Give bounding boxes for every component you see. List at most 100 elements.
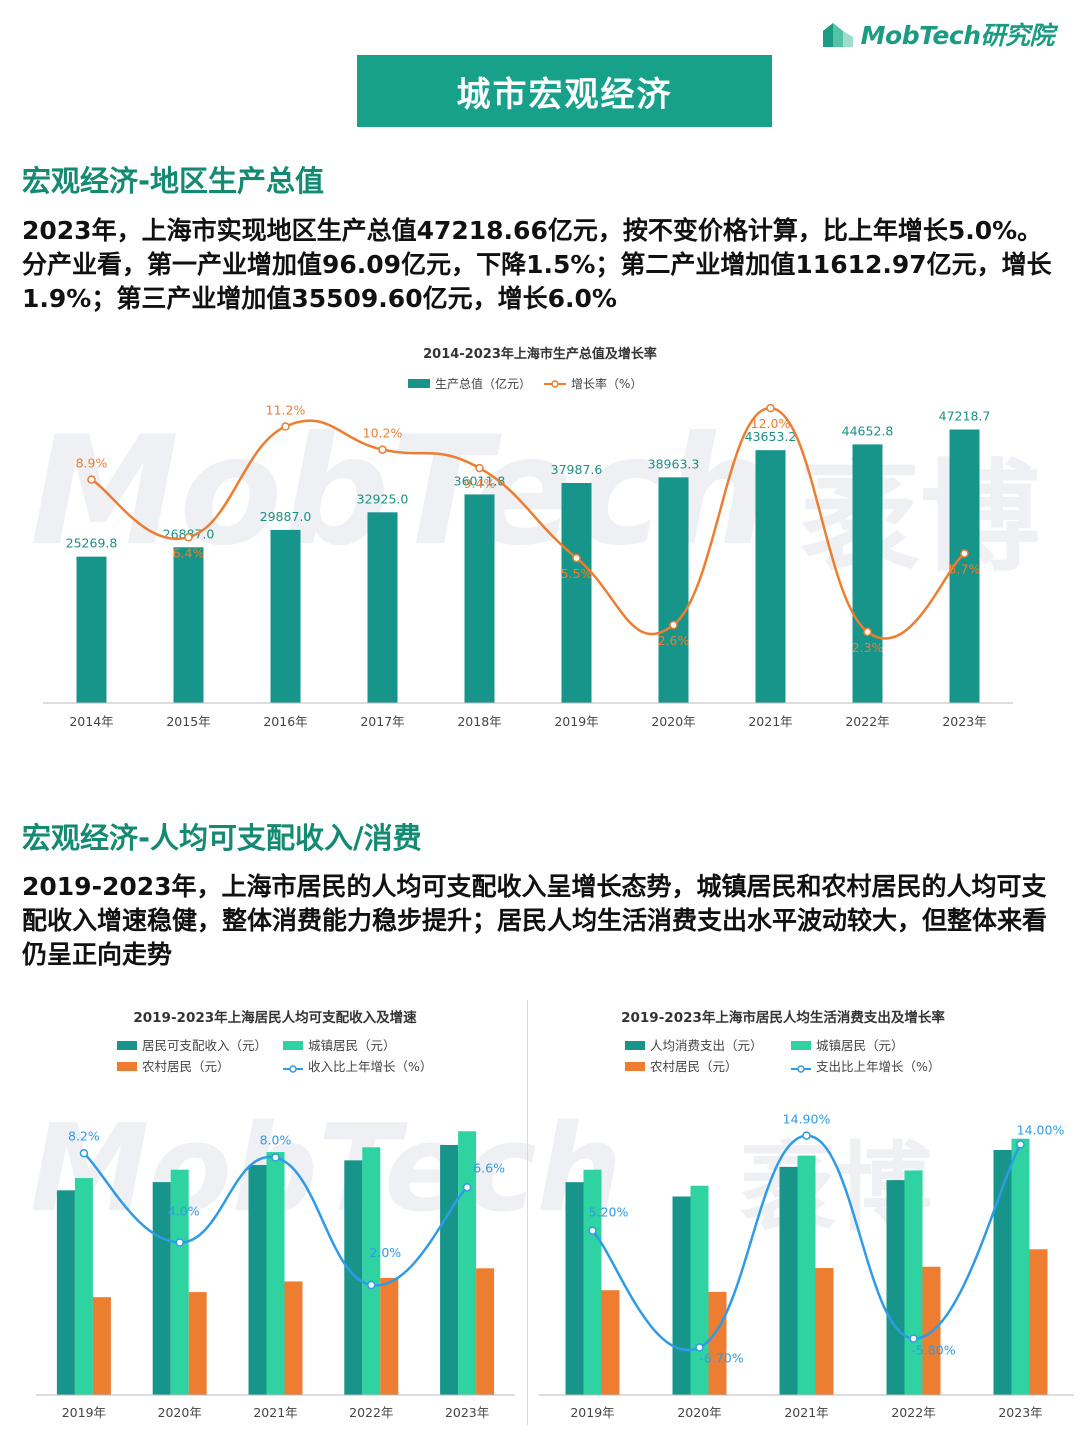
chart2-bar-s0-3 — [344, 1160, 363, 1395]
chart1-x-tick-5: 2019年 — [554, 714, 598, 729]
chart1-growth-label-9: 5.7% — [949, 561, 981, 576]
chart3-x-tick-3: 2022年 — [891, 1405, 935, 1420]
chart3-legend-label-1: 城镇居民（元） — [816, 1038, 904, 1053]
chart1-growth-line — [90, 406, 966, 640]
chart3-legend-line-marker — [797, 1065, 805, 1073]
chart3-x-tick-0: 2019年 — [570, 1405, 614, 1420]
chart2-bar-s1-4 — [458, 1131, 477, 1395]
chart3-bar-s0-2 — [779, 1166, 798, 1395]
chart2-bar-s2-2 — [284, 1281, 303, 1395]
chart2-x-tick-0: 2019年 — [62, 1405, 106, 1420]
chart1-growth-label-5: 5.5% — [561, 566, 593, 581]
chart2-growth-label-2: 8.0% — [260, 1133, 292, 1148]
section1-title: 宏观经济-地区生产总值 — [22, 164, 325, 198]
section1-paragraph: 2023年，上海市实现地区生产总值47218.66亿元，按不变价格计算，比上年增… — [22, 216, 1052, 313]
chart3-bar-s2-1 — [708, 1291, 727, 1395]
chart2-growth-label-0: 8.2% — [68, 1128, 100, 1143]
chart1-growth-label-0: 8.9% — [76, 456, 108, 471]
chart1-legend-bar-swatch — [408, 379, 430, 388]
chart1-bar-2 — [270, 529, 301, 703]
chart2-legend-swatch-2 — [117, 1062, 137, 1071]
page-banner-title: 城市宏观经济 — [357, 55, 772, 127]
chart1-x-tick-3: 2017年 — [360, 714, 404, 729]
chart3-growth-label-1: -6.70% — [699, 1350, 743, 1365]
chart3-legend-swatch-1 — [791, 1041, 811, 1050]
chart1-growth-point-1 — [184, 533, 193, 542]
chart1-legend-line-label: 增长率（%） — [571, 376, 642, 391]
consumption-chart: 2019-2023年上海市居民人均生活消费支出及增长率人均消费支出（元） 城镇居民… — [528, 1000, 1080, 1430]
chart2-growth-label-4: 6.6% — [473, 1160, 505, 1175]
chart3-bar-s1-3 — [904, 1170, 923, 1395]
logo-text: MobTech研究院 — [860, 21, 1055, 50]
chart3-bar-s1-2 — [797, 1155, 816, 1395]
chart1-bar-label-0: 25269.8 — [66, 536, 118, 551]
chart1-x-tick-7: 2021年 — [748, 714, 792, 729]
chart1-x-tick-8: 2022年 — [845, 714, 889, 729]
chart2-bar-s2-1 — [188, 1292, 207, 1395]
chart1-bar-label-7: 43653.2 — [745, 429, 797, 444]
chart1-bar-0 — [76, 556, 107, 703]
chart1-title: 2014-2023年上海市生产总值及增长率 — [423, 346, 657, 362]
chart3-bar-s2-4 — [1029, 1249, 1048, 1395]
chart2-bar-s1-1 — [170, 1169, 189, 1395]
chart3-bar-s2-0 — [601, 1290, 620, 1395]
chart1-bar-label-5: 37987.6 — [551, 462, 603, 477]
chart1-legend-bar-label: 生产总值（亿元） — [435, 376, 531, 391]
chart1-growth-point-2 — [281, 422, 290, 431]
chart1-bar-6 — [658, 477, 689, 703]
chart1-bar-label-6: 38963.3 — [648, 456, 700, 471]
chart3-bar-s0-3 — [886, 1180, 905, 1395]
chart1-growth-point-7 — [766, 403, 775, 413]
chart3-bar-s1-1 — [690, 1185, 709, 1395]
chart3-growth-point-0 — [588, 1226, 597, 1235]
chart3-bar-s0-0 — [565, 1182, 584, 1395]
section2-title: 宏观经济-人均可支配收入/消费 — [22, 821, 422, 855]
chart1-x-tick-2: 2016年 — [263, 714, 307, 729]
chart2-bar-s2-0 — [92, 1297, 111, 1395]
chart3-legend-line-label: 支出比上年增长（%） — [816, 1059, 940, 1074]
chart3-title: 2019-2023年上海市居民人均生活消费支出及增长率 — [621, 1009, 945, 1026]
chart1-growth-label-1: 6.4% — [173, 545, 205, 560]
chart3-bar-s1-4 — [1011, 1138, 1030, 1395]
chart1-growth-label-2: 11.2% — [266, 403, 306, 418]
chart1-growth-label-4: 9.4% — [464, 476, 496, 491]
chart1-x-tick-4: 2018年 — [457, 714, 501, 729]
chart3-growth-point-2 — [802, 1131, 811, 1140]
chart2-growth-point-4 — [462, 1183, 472, 1192]
chart2-bar-s0-0 — [56, 1190, 75, 1395]
chart3-x-tick-2: 2021年 — [784, 1405, 828, 1420]
chart1-bar-label-9: 47218.7 — [939, 409, 991, 424]
chart3-growth-label-4: 14.00% — [1017, 1122, 1065, 1137]
chart3-growth-label-3: -5.80% — [911, 1343, 955, 1358]
chart2-growth-point-3 — [367, 1280, 376, 1290]
chart3-x-tick-4: 2023年 — [998, 1405, 1042, 1420]
chart3-growth-label-0: 5.20% — [589, 1205, 629, 1220]
chart2-growth-point-2 — [271, 1153, 280, 1162]
chart2-bar-s2-3 — [380, 1277, 399, 1395]
chart2-bar-s1-2 — [266, 1152, 285, 1395]
chart1-bar-label-8: 44652.8 — [842, 423, 894, 438]
chart1-bar-label-3: 32925.0 — [357, 491, 409, 506]
chart2-growth-label-1: 4.0% — [168, 1204, 200, 1219]
chart2-title: 2019-2023年上海居民人均可支配收入及增速 — [133, 1009, 417, 1026]
chart1-bar-8 — [852, 444, 883, 703]
chart2-growth-point-1 — [175, 1238, 184, 1247]
chart1-growth-point-6 — [669, 620, 678, 630]
chart1-growth-point-8 — [863, 627, 872, 637]
logo-mark-icon — [822, 23, 853, 47]
chart2-bar-s2-4 — [476, 1268, 495, 1395]
chart3-growth-point-3 — [909, 1334, 918, 1343]
chart2-growth-point-0 — [79, 1149, 89, 1158]
chart3-bar-s0-1 — [672, 1196, 691, 1395]
chart1-growth-label-6: 2.6% — [658, 633, 690, 648]
chart3-bar-s2-2 — [815, 1268, 834, 1395]
chart2-bar-s1-0 — [74, 1178, 93, 1395]
chart1-growth-label-8: 2.3% — [852, 640, 884, 655]
chart2-x-tick-2: 2021年 — [253, 1405, 297, 1420]
chart2-legend-label-0: 居民可支配收入（元） — [142, 1038, 267, 1053]
chart2-legend-line-label: 收入比上年增长（%） — [308, 1059, 432, 1074]
chart3-legend-label-0: 人均消费支出（元） — [650, 1038, 763, 1053]
chart1-x-tick-1: 2015年 — [166, 714, 210, 729]
